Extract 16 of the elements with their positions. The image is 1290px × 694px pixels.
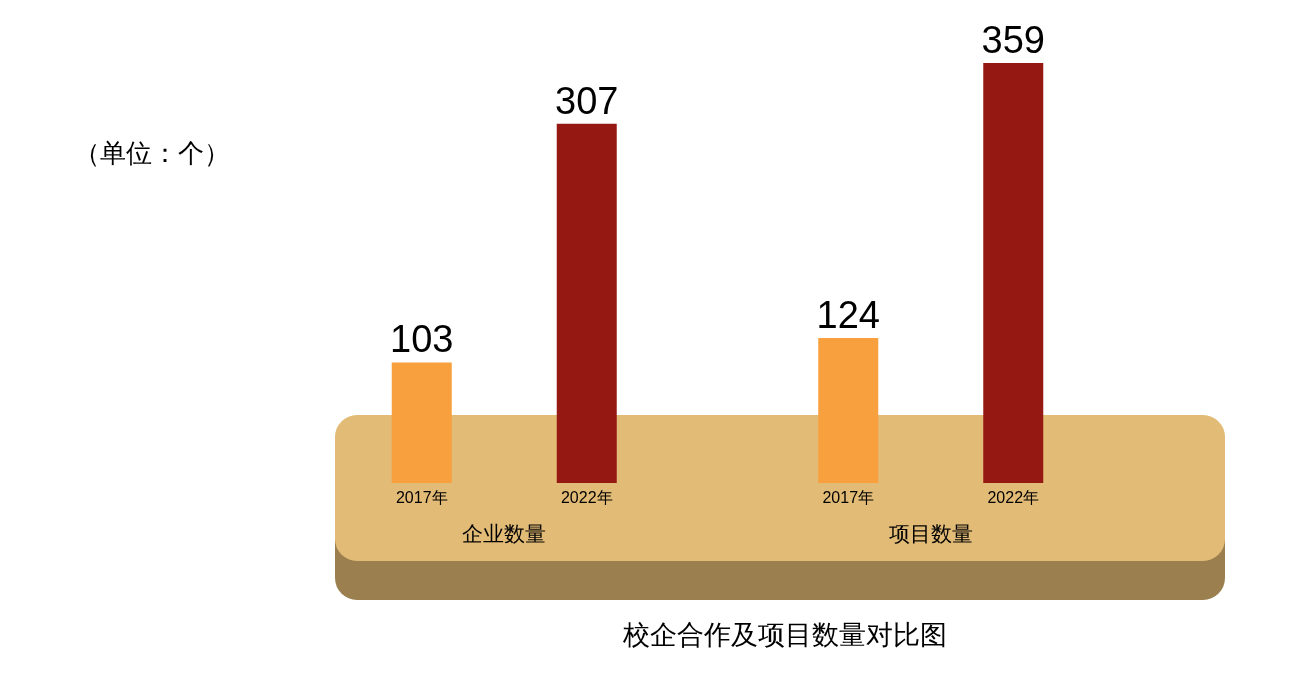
data-label: 103 bbox=[390, 318, 454, 361]
x-tick-label: 企业数量 bbox=[462, 522, 547, 545]
bar bbox=[983, 63, 1044, 483]
bar bbox=[556, 123, 617, 483]
text: 校企合作及项目数量对比图 bbox=[622, 619, 947, 650]
x-tick-label: 项目数量 bbox=[888, 522, 973, 545]
series-label: 2022年 bbox=[560, 488, 613, 506]
data-label: 307 bbox=[555, 79, 619, 122]
text: 2017年 bbox=[822, 488, 875, 506]
text: 2022年 bbox=[987, 488, 1040, 506]
data-label: 359 bbox=[981, 19, 1045, 61]
text: （单位：个） bbox=[74, 138, 230, 168]
bar bbox=[818, 337, 879, 483]
data-label: 124 bbox=[816, 293, 880, 336]
series-label: 2017年 bbox=[395, 488, 448, 506]
bar bbox=[391, 362, 452, 483]
